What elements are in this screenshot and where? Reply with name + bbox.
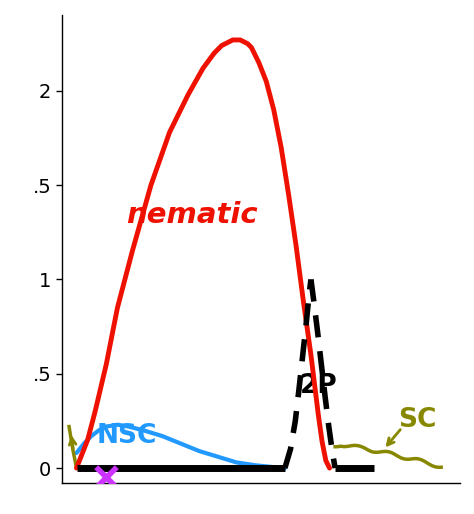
Text: NSC: NSC (97, 423, 157, 449)
Text: SC: SC (398, 407, 436, 433)
Point (102, 472, 110, 481)
Text: 2P: 2P (300, 373, 338, 399)
Text: nematic: nematic (126, 201, 258, 229)
